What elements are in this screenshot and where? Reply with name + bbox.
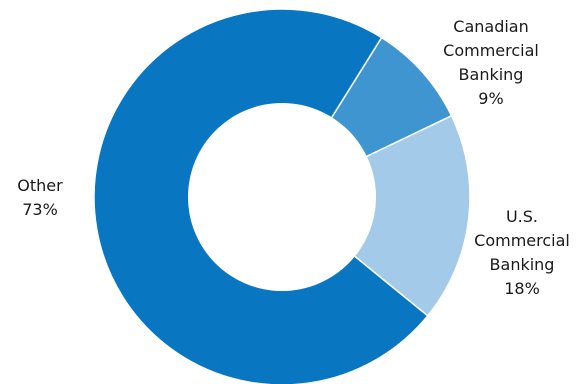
slice-1 <box>280 114 471 317</box>
slice-label-0-line-0: Canadian <box>453 17 528 36</box>
slice-value-label-0: 9% <box>478 89 503 108</box>
slice-label-2-line-0: Other <box>17 176 63 195</box>
slice-value-label-1: 18% <box>504 279 540 298</box>
slice-label-1-line-0: U.S. <box>506 207 538 226</box>
slice-label-1-line-2: Banking <box>490 255 555 274</box>
slice-label-0-line-1: Commercial <box>443 41 539 60</box>
slice-label-0-line-2: Banking <box>459 65 524 84</box>
donut-hole <box>188 103 376 291</box>
labels-group: Canadian Commercial Banking 9% U.S. Commercia… <box>17 17 570 298</box>
slice-value-label-2: 73% <box>22 200 58 219</box>
slice-label-1-line-1: Commercial <box>474 231 570 250</box>
